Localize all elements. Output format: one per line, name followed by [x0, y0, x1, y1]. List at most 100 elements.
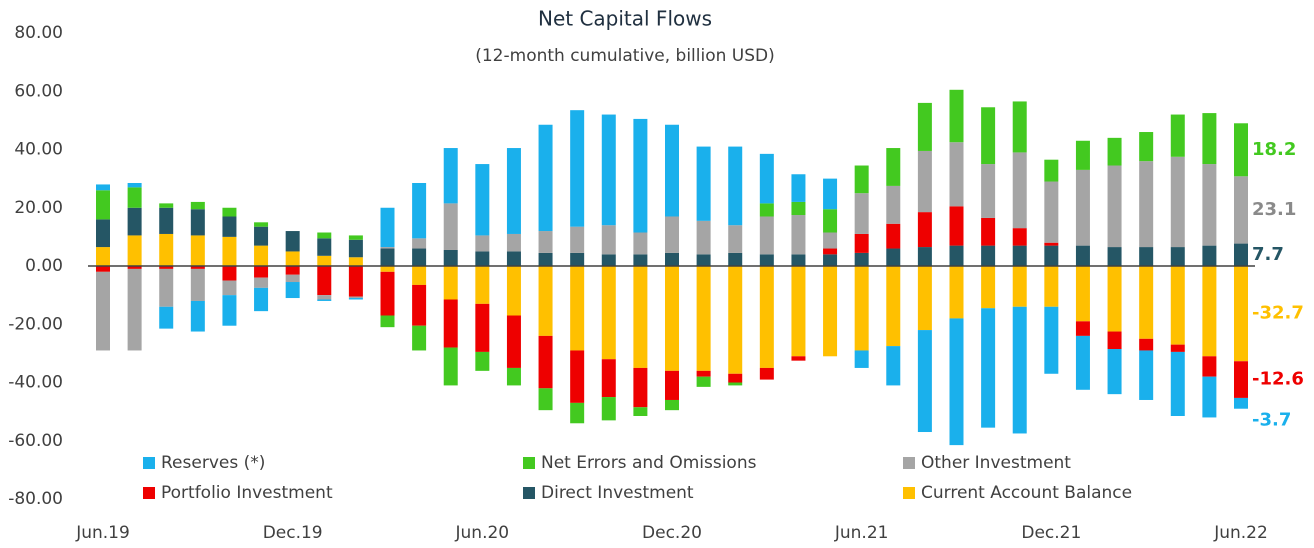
bar-segment [981, 266, 996, 309]
bar-segment [791, 266, 806, 357]
bar-segment [159, 203, 174, 208]
bar-segment [222, 216, 237, 237]
bar-segment [949, 206, 964, 246]
bar-segment [633, 254, 648, 266]
y-tick-label: 60.00 [14, 81, 63, 101]
bar-segment [570, 402, 585, 424]
bar-segment [1202, 356, 1217, 377]
bar-segment [949, 245, 964, 266]
x-tick-label: Jun.19 [75, 523, 130, 543]
bar-segment [665, 370, 679, 400]
bar-segment [159, 306, 174, 329]
bar-segment [601, 266, 616, 360]
bar-segment [570, 266, 585, 351]
legend-swatch [143, 457, 155, 469]
bar-segment [1202, 266, 1217, 357]
bar-segment [348, 296, 363, 299]
bar-segment [538, 231, 553, 253]
bar-segment [96, 190, 110, 220]
bar-segment [570, 226, 585, 253]
bar-segment [1202, 113, 1217, 165]
bar-segment [981, 217, 996, 246]
bar-segment [949, 142, 964, 207]
bar-segment [1170, 266, 1185, 345]
bar-segment [412, 325, 427, 351]
bar-segment [981, 107, 996, 165]
bar-segment [633, 367, 648, 408]
bar-segment [1044, 181, 1059, 243]
bar-segment [159, 268, 174, 307]
bar-segment [1012, 228, 1027, 246]
bar-segment [380, 247, 395, 249]
bar-segment [728, 266, 743, 374]
bar-segment [886, 148, 901, 186]
bar-segment [506, 315, 521, 368]
bar-segment [949, 318, 964, 446]
bar-segment [254, 226, 269, 246]
bar-segment [317, 295, 332, 300]
bar-segment [412, 284, 427, 326]
bar-segment [222, 280, 237, 296]
bar-segment [475, 164, 490, 236]
y-tick-label: 40.00 [14, 140, 63, 160]
bar-segment [285, 231, 300, 252]
bar-segment [665, 266, 679, 371]
bar-segment [1075, 266, 1090, 322]
bar-segment [633, 266, 648, 368]
bar-segment [317, 232, 332, 239]
bar-segment [633, 232, 648, 255]
bar-segment [506, 233, 521, 252]
bar-segment [380, 207, 395, 248]
bar-segment [190, 266, 205, 269]
bar-segment [570, 110, 585, 227]
bar-segment [1170, 247, 1185, 266]
bar-segment [285, 274, 300, 283]
bar-segment [348, 266, 363, 297]
legend-swatch [523, 487, 535, 499]
x-tick-label: Jun.21 [834, 523, 889, 543]
bar-segment [380, 266, 395, 272]
bar-segment [696, 376, 711, 387]
bar-segment [285, 282, 300, 299]
bar-segment [348, 257, 363, 266]
bar-segment [475, 251, 490, 266]
bar-segment [1234, 243, 1248, 266]
bar-segment [665, 399, 679, 411]
x-tick-label: Dec.19 [263, 523, 323, 543]
bar-segment [917, 212, 932, 248]
bar-segment [443, 148, 458, 204]
bar-segment [1139, 132, 1154, 162]
bar-segment [1075, 140, 1090, 170]
bar-segment [254, 277, 269, 288]
bar-segment [538, 124, 553, 232]
bar-segment [506, 367, 521, 386]
bar-segment [348, 298, 363, 300]
bar-segment [348, 235, 363, 240]
bar-segment [317, 299, 332, 301]
bar-segment [380, 248, 395, 266]
x-tick-label: Jun.22 [1213, 523, 1268, 543]
bar-segment [443, 266, 458, 300]
bar-segment [823, 209, 838, 233]
bar-segment [917, 102, 932, 151]
bar-segment [127, 266, 142, 269]
bar-segment [854, 233, 869, 253]
bar-segment [1234, 266, 1248, 362]
bar-segment [1075, 245, 1090, 266]
bar-segment [601, 254, 616, 266]
bar-segment [1107, 137, 1122, 166]
bar-segment [791, 356, 806, 361]
bar-segment [317, 266, 332, 296]
bar-segment [823, 232, 838, 249]
bar-segment [380, 271, 395, 316]
bar-segment [886, 266, 901, 347]
bar-segment [791, 201, 806, 216]
y-tick-label: -80.00 [8, 489, 63, 509]
bar-segment [285, 266, 300, 275]
bar-segment [854, 350, 869, 368]
bar-segment [1139, 338, 1154, 351]
bar-segment [1170, 351, 1185, 416]
bar-segment [96, 219, 110, 248]
bar-segment [317, 238, 332, 256]
bar-segment [254, 245, 269, 266]
